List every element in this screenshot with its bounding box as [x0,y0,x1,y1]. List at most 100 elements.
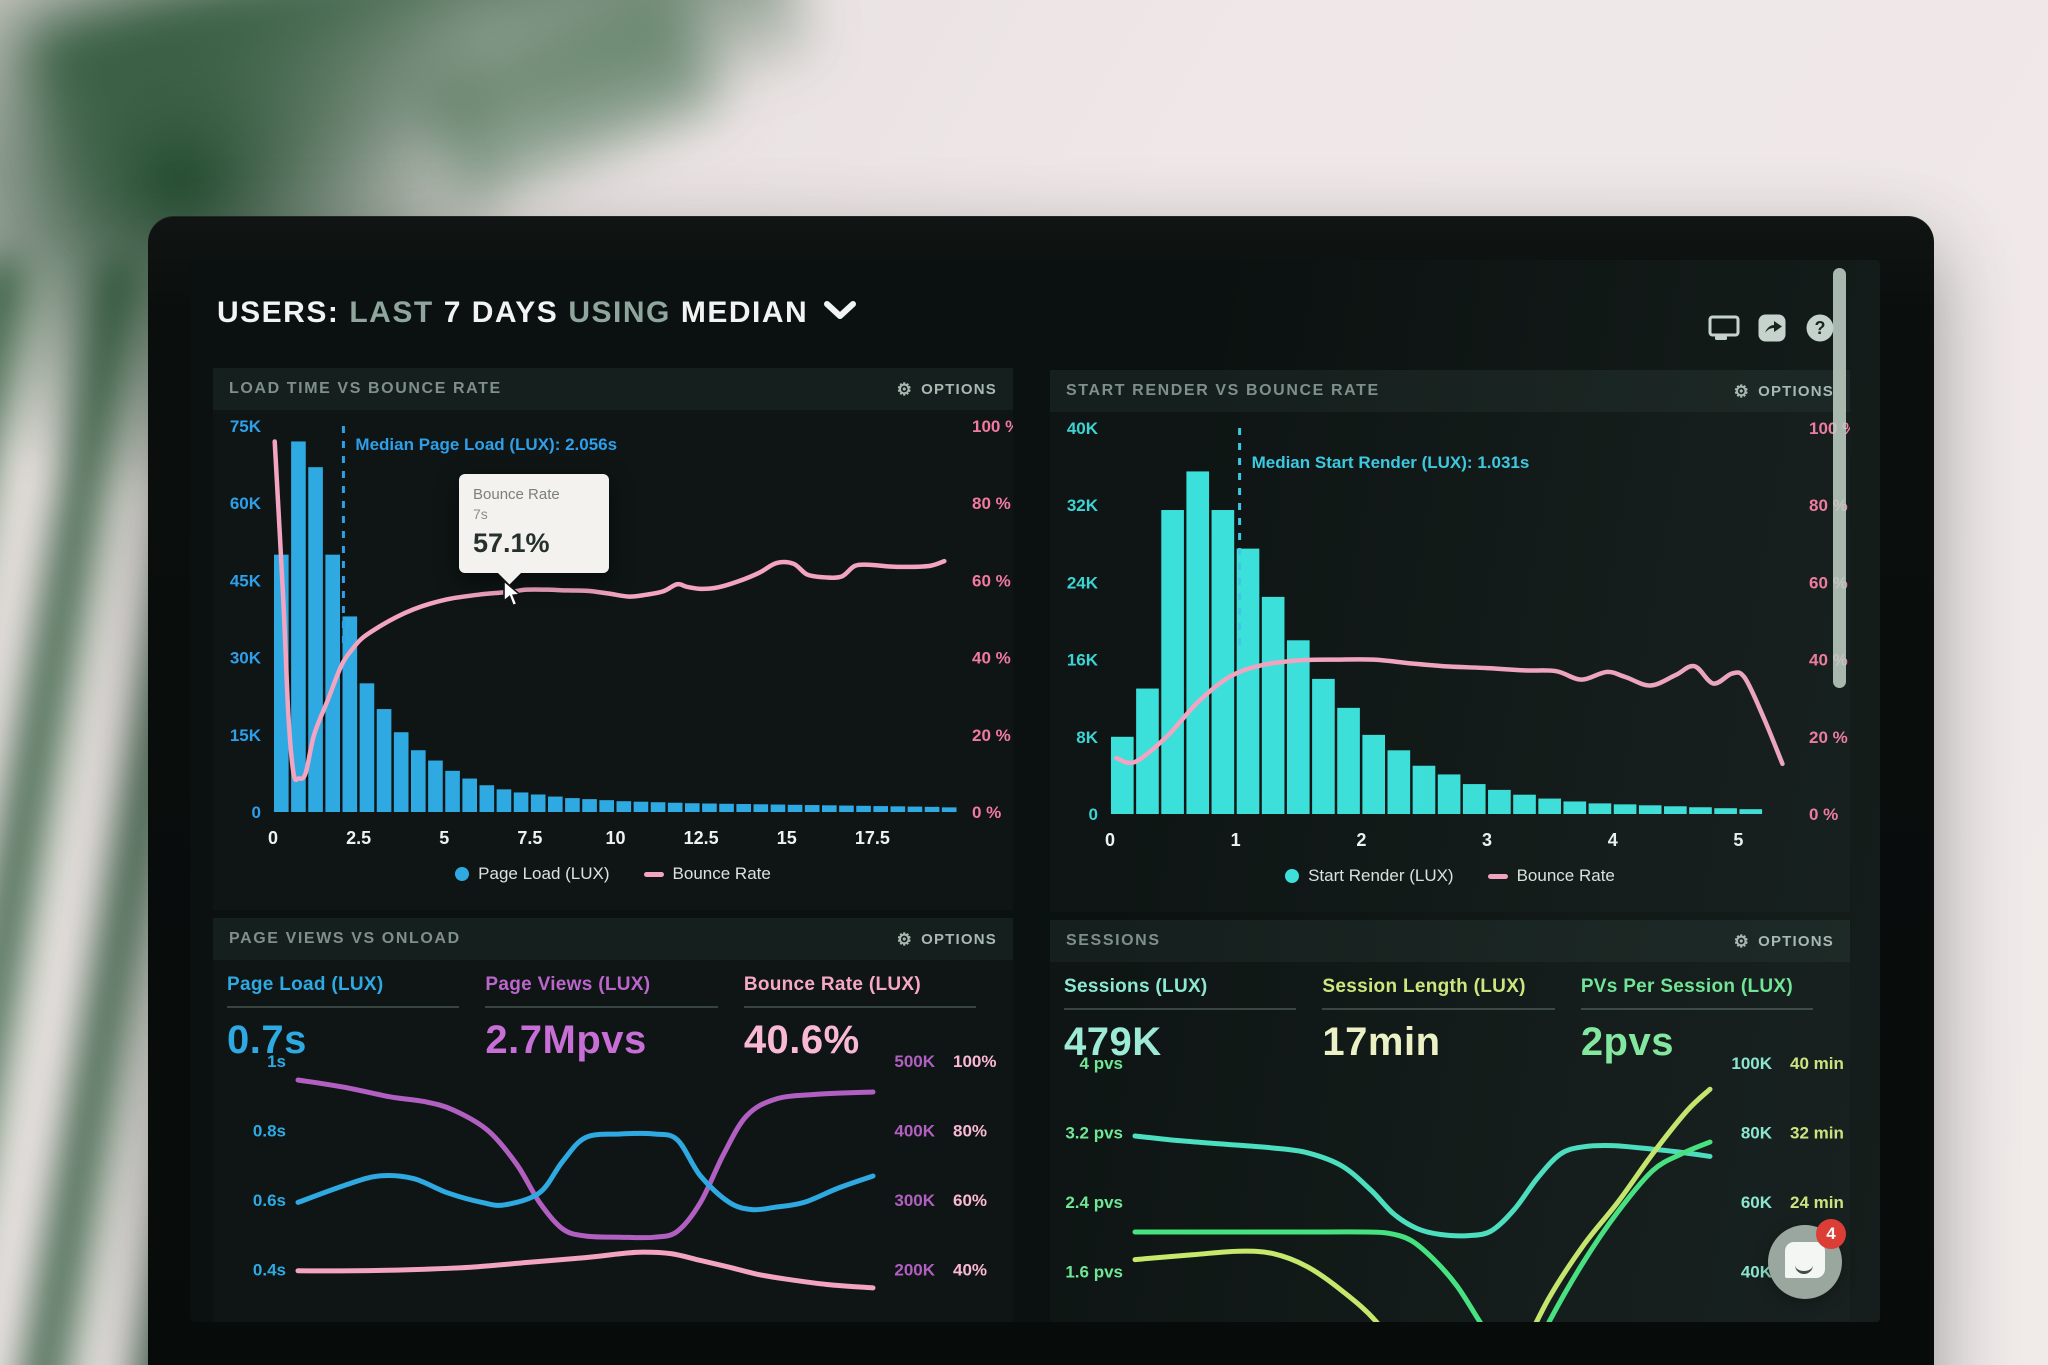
metric-value: 2pvs [1580,1020,1674,1064]
svg-text:2: 2 [1356,830,1366,850]
svg-text:Median Page Load (LUX): 2.056s: Median Page Load (LUX): 2.056s [355,435,617,454]
panel-title: LOAD TIME VS BOUNCE RATE [229,380,502,397]
options-label: OPTIONS [921,380,997,398]
options-label: OPTIONS [1758,382,1834,400]
metric-value: 479K [1064,1020,1162,1064]
svg-text:8K: 8K [1076,728,1098,747]
mouse-cursor [503,580,522,607]
svg-text:0: 0 [268,828,278,848]
plant-leaf [25,0,815,239]
svg-text:16K: 16K [1067,651,1099,670]
gear-icon: ⚙ [896,379,914,399]
svg-text:1s: 1s [267,1052,286,1071]
options-label: OPTIONS [1758,932,1834,950]
svg-text:0.6s: 0.6s [253,1191,286,1210]
svg-text:400K: 400K [894,1121,935,1140]
gear-icon: ⚙ [896,929,914,949]
svg-text:0 %: 0 % [1809,805,1838,824]
svg-text:100%: 100% [953,1052,996,1071]
svg-text:100K: 100K [1731,1054,1772,1073]
svg-text:500K: 500K [894,1052,935,1071]
legend-item[interactable]: Page Load (LUX) [455,864,610,884]
svg-text:2.4 pvs: 2.4 pvs [1065,1193,1123,1212]
help-icon[interactable]: ? [1804,312,1836,344]
panel-load-time: LOAD TIME VS BOUNCE RATE ⚙ OPTIONS 75K 60K… [213,368,1013,910]
sessions-chart[interactable]: 4 pvs 3.2 pvs 2.4 pvs 1.6 pvs 100K 40 min 80K 3… [1050,1048,1850,1322]
svg-text:7.5: 7.5 [517,828,542,848]
metric-page-load: Page Load (LUX) 0.7s [227,974,485,1063]
panel-title: SESSIONS [1066,932,1161,949]
legend-item[interactable]: Bounce Rate [643,864,771,884]
svg-text:80%: 80% [953,1121,987,1140]
svg-text:12.5: 12.5 [684,828,719,848]
svg-text:40K: 40K [1741,1263,1773,1282]
title-7days: 7 DAYS [443,296,559,329]
svg-text:3: 3 [1482,830,1492,850]
options-button[interactable]: ⚙ OPTIONS [1734,933,1834,950]
svg-text:Median Start Render (LUX): 1.0: Median Start Render (LUX): 1.031s [1252,453,1530,472]
svg-text:17.5: 17.5 [855,828,890,848]
svg-text:15: 15 [777,828,797,848]
svg-text:1: 1 [1231,830,1241,850]
legend-dash [643,871,664,877]
page-title: USERS: LAST 7 DAYS USING MEDIAN [213,296,858,330]
page-views-chart[interactable]: 1s 0.8s 0.6s 0.4s 500K 100% 400K 80% 300K 60% 200K… [213,1046,1013,1322]
svg-text:80 %: 80 % [972,494,1011,513]
metric-pvs-per-session: PVs Per Session (LUX) 2pvs [1580,976,1839,1065]
panel-header: START RENDER VS BOUNCE RATE ⚙ OPTIONS [1050,370,1850,412]
svg-text:60 %: 60 % [972,571,1011,590]
title-median: MEDIAN [680,296,809,329]
svg-text:60K: 60K [230,494,262,513]
header-icons: ? [1708,312,1836,344]
svg-text:40%: 40% [953,1261,987,1280]
tooltip-series: Bounce Rate [473,486,560,503]
metric-bounce-rate: Bounce Rate (LUX) 40.6% [743,974,1002,1063]
svg-text:0: 0 [1089,805,1098,824]
legend-dash [1487,873,1508,879]
legend-label: Bounce Rate [672,864,771,883]
options-button[interactable]: ⚙ OPTIONS [1734,383,1834,400]
svg-text:75K: 75K [230,417,262,436]
svg-text:20 %: 20 % [972,726,1011,745]
legend-item[interactable]: Start Render (LUX) [1285,866,1454,886]
svg-text:80K: 80K [1741,1123,1773,1142]
svg-text:24K: 24K [1067,573,1099,592]
svg-text:60%: 60% [953,1191,987,1210]
svg-text:40 min: 40 min [1790,1054,1844,1073]
chat-bubble[interactable]: 4 [1768,1219,1846,1299]
scrollbar-thumb[interactable] [1833,268,1846,688]
metric-label: Session Length (LUX) [1322,976,1526,997]
panel-title: PAGE VIEWS VS ONLOAD [229,930,461,947]
options-label: OPTIONS [921,930,997,948]
options-button[interactable]: ⚙ OPTIONS [897,381,997,398]
metrics-row: Page Load (LUX) 0.7s Page Views (LUX) 2.… [227,974,1003,1063]
panel-page-views: PAGE VIEWS VS ONLOAD ⚙ OPTIONS Page Load … [213,918,1013,1322]
svg-text:0 %: 0 % [972,803,1001,822]
svg-text:32K: 32K [1067,496,1099,515]
legend-item[interactable]: Bounce Rate [1487,866,1615,886]
chevron-down-icon[interactable] [822,300,858,322]
svg-text:4: 4 [1608,830,1618,850]
plant-leaf [415,0,725,208]
metric-label: Page Load (LUX) [227,974,384,995]
svg-text:40K: 40K [1067,419,1099,438]
load-time-chart[interactable]: 75K 60K 45K 30K 15K 0 100 % 80 % 60 % 40 % 20 % 0 %… [213,414,1013,864]
metric-label: Bounce Rate (LUX) [743,974,921,995]
tooltip-x-value: 7s [473,506,488,522]
title-using: USING [568,296,671,329]
tooltip-value: 57.1% [473,528,550,558]
metric-label: PVs Per Session (LUX) [1580,976,1794,997]
svg-text:0: 0 [252,803,261,822]
svg-text:5: 5 [439,828,449,848]
share-icon[interactable] [1756,312,1788,344]
display-icon[interactable] [1708,312,1740,344]
svg-text:2.5: 2.5 [346,828,371,848]
metrics-row: Sessions (LUX) 479K Session Length (LUX)… [1064,976,1840,1065]
legend-dot [455,867,470,881]
metric-value: 40.6% [743,1018,860,1062]
options-button[interactable]: ⚙ OPTIONS [897,931,997,948]
panel-header: LOAD TIME VS BOUNCE RATE ⚙ OPTIONS [213,368,1013,410]
svg-text:3.2 pvs: 3.2 pvs [1065,1123,1123,1142]
